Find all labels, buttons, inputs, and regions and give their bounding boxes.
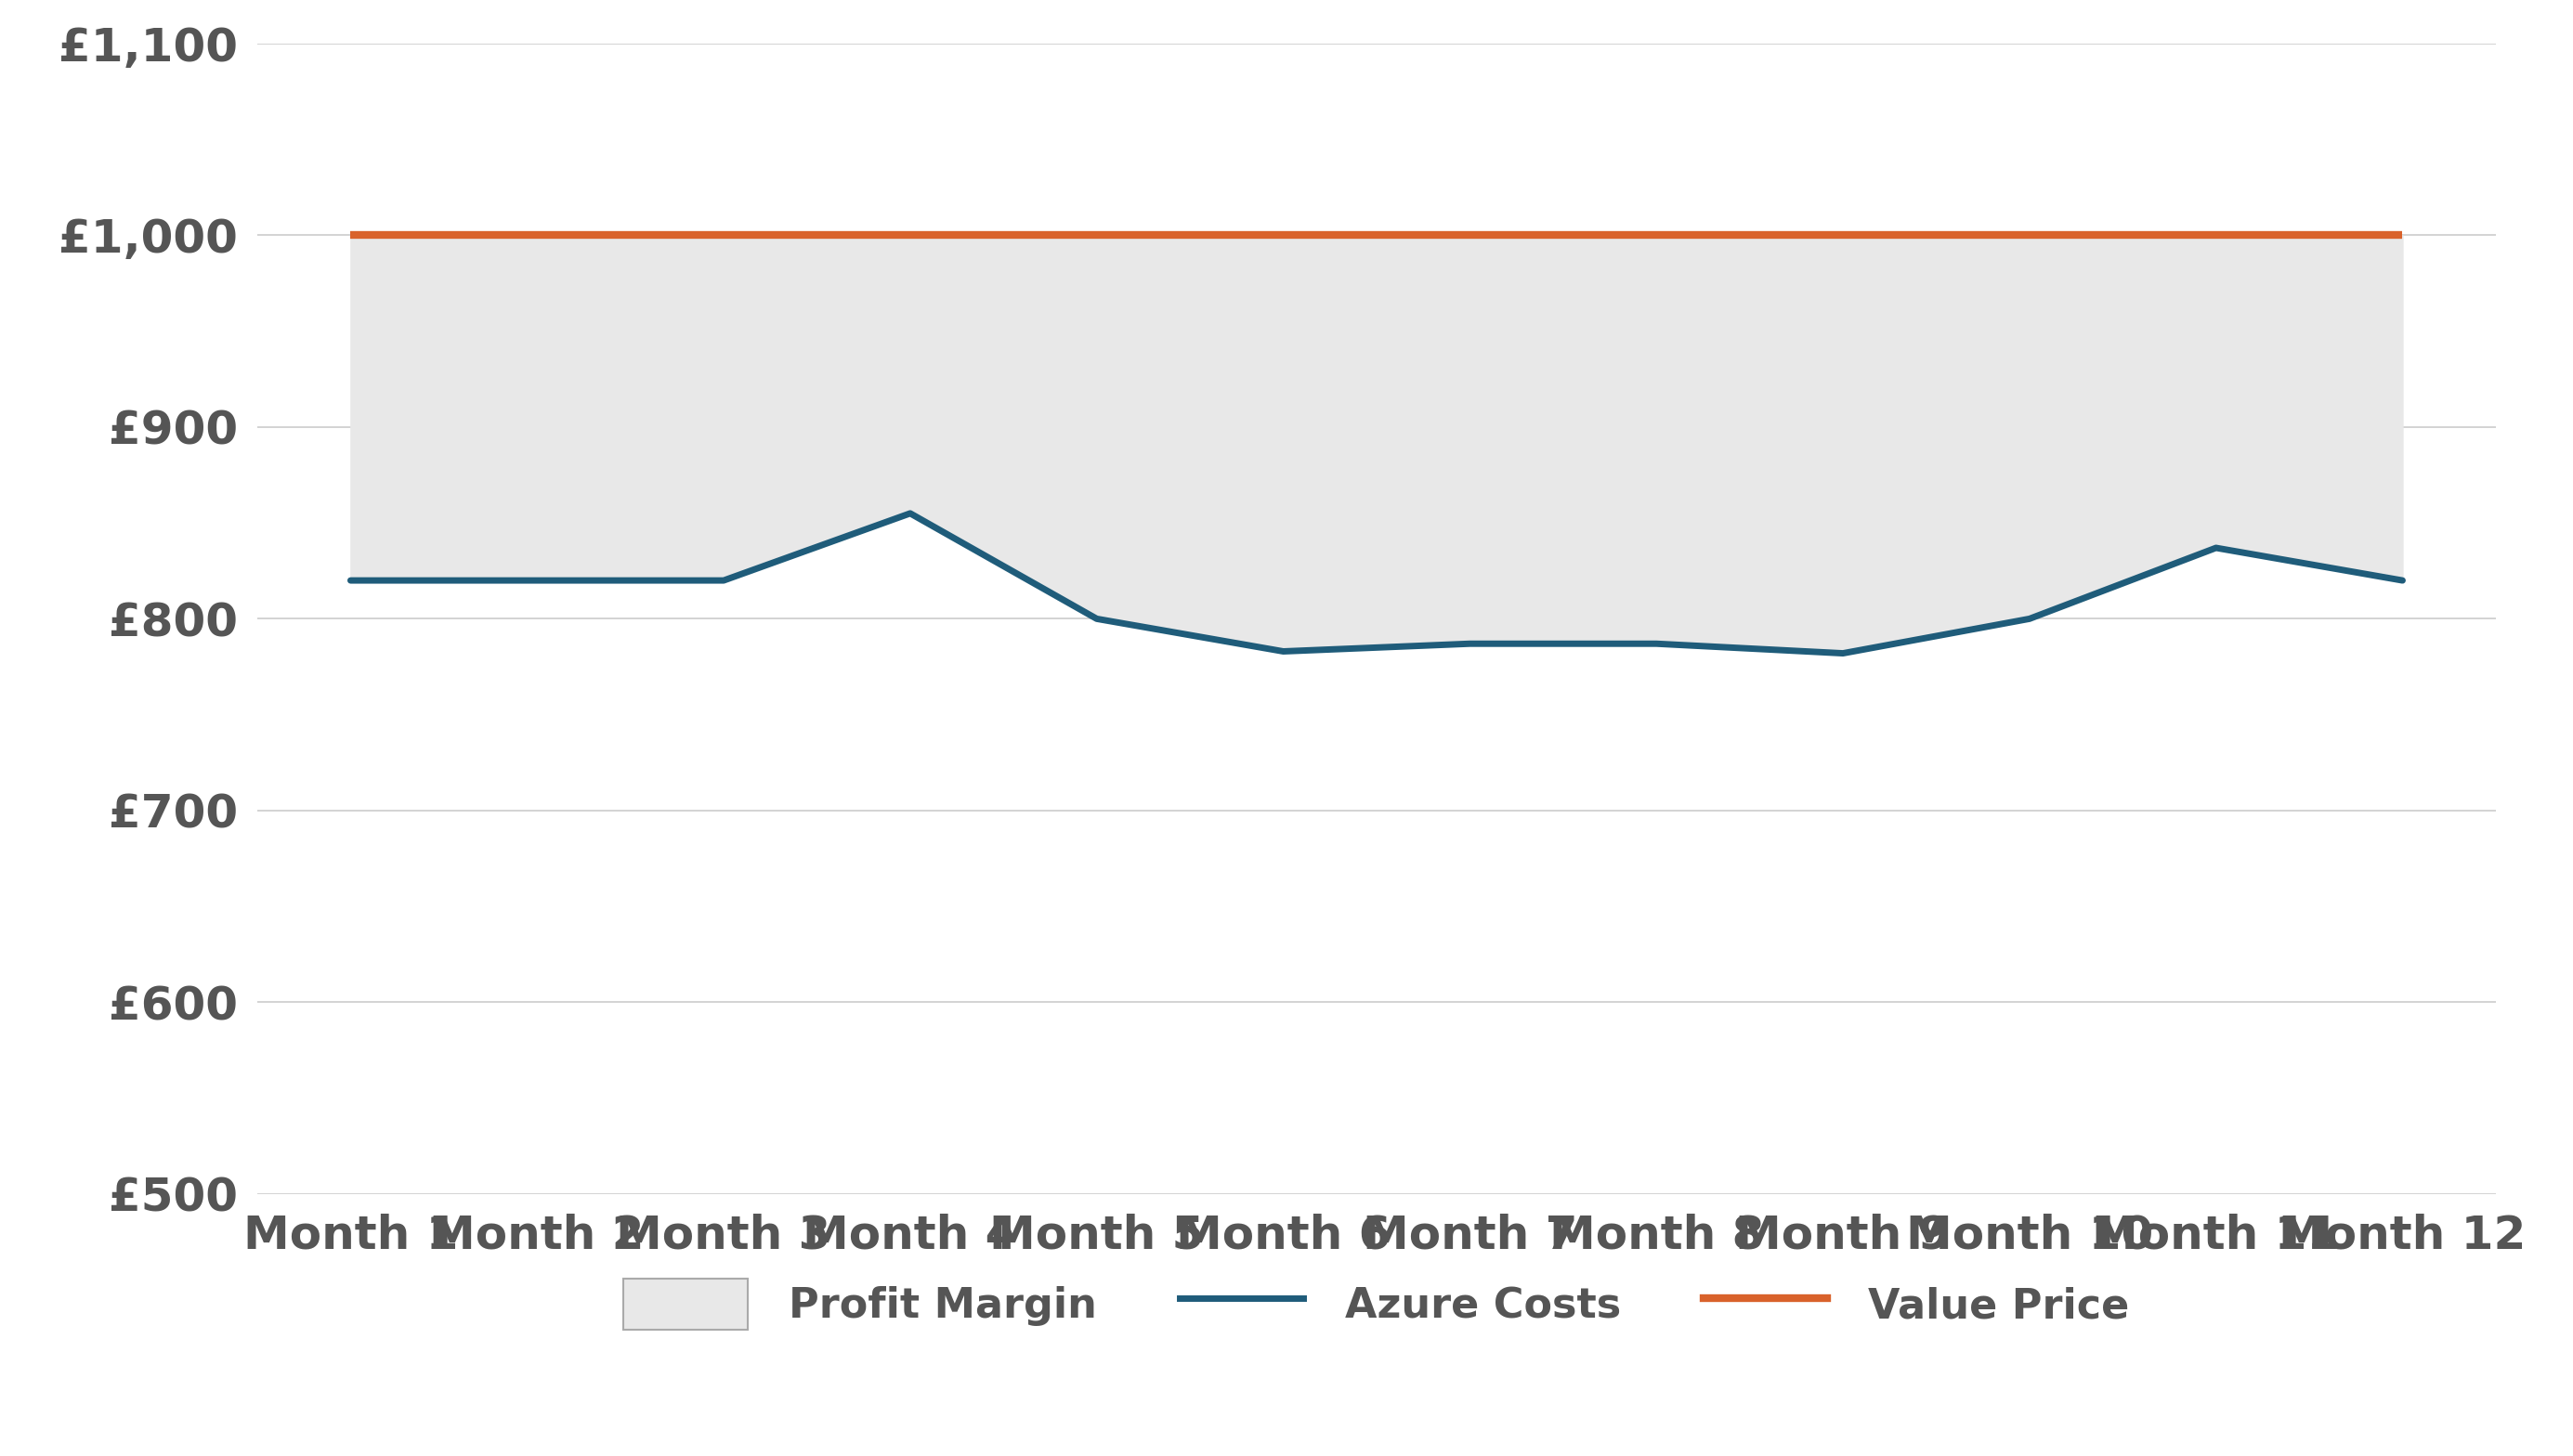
Legend: Profit Margin, Azure Costs, Value Price: Profit Margin, Azure Costs, Value Price: [607, 1262, 2146, 1345]
